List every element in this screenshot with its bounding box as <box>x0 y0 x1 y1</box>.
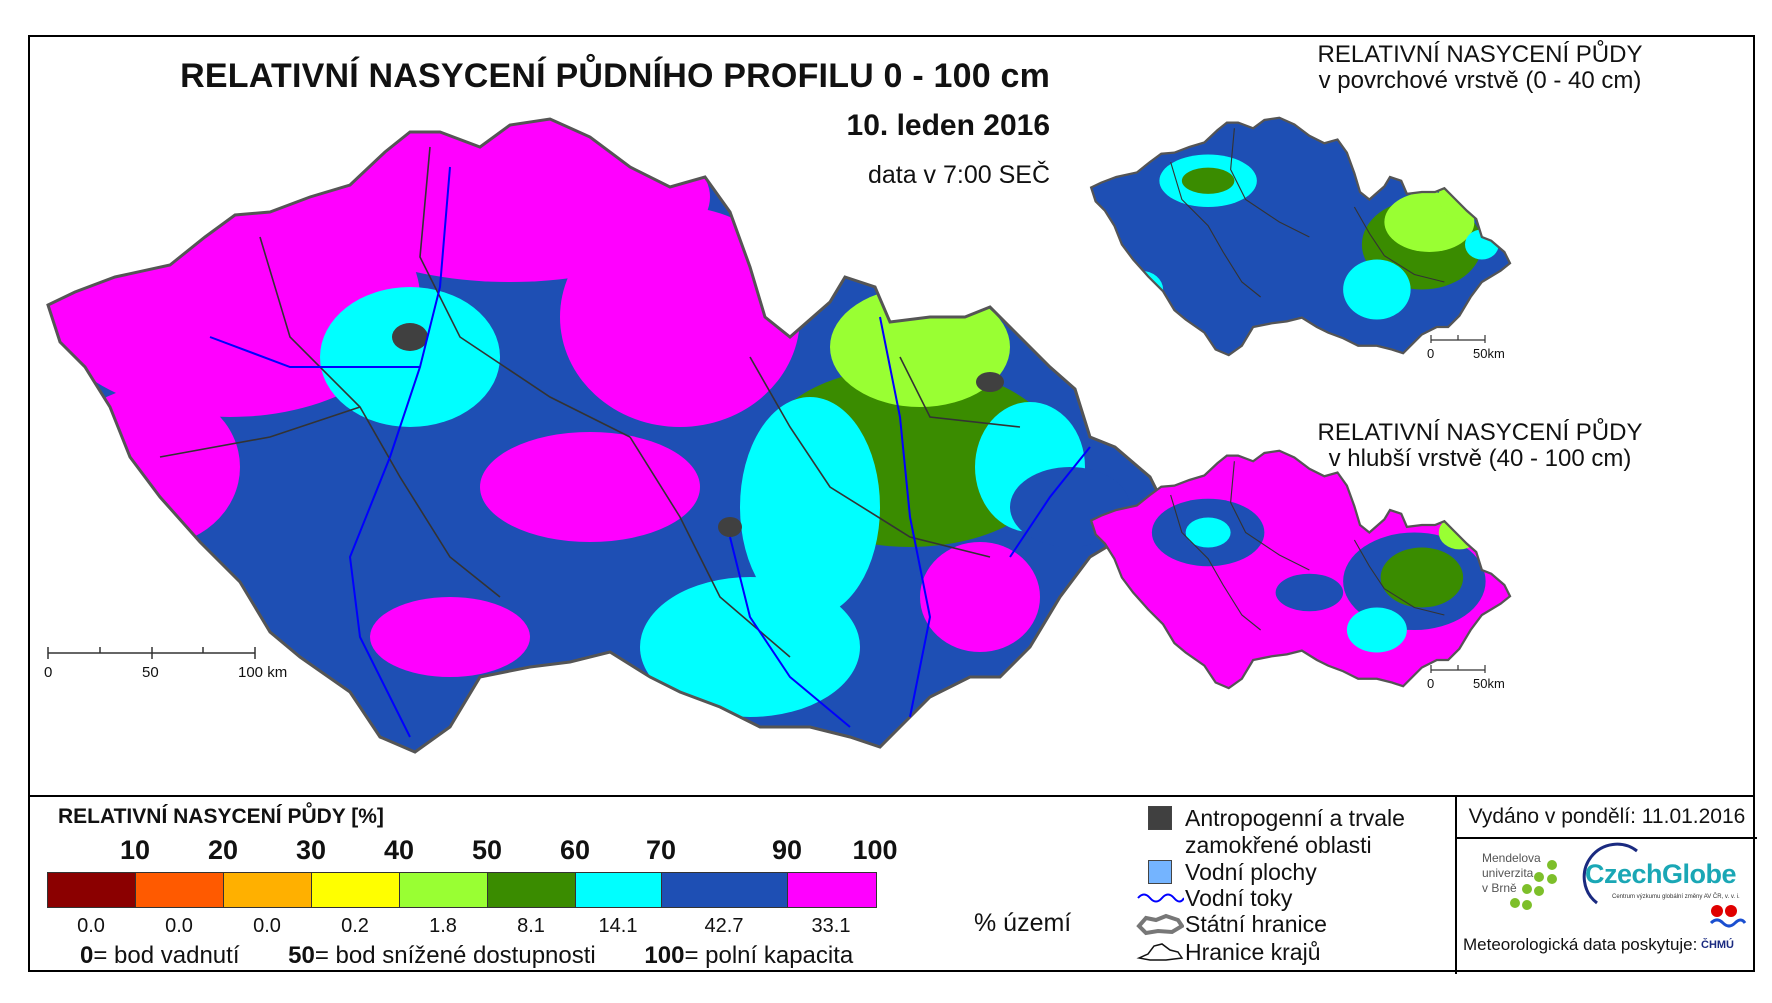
main-map-title: RELATIVNÍ NASYCENÍ PŮDNÍHO PROFILU 0 - 1… <box>180 57 1050 95</box>
czechglobe-logo-arc <box>1582 842 1638 905</box>
legend-class-swatch <box>788 873 876 907</box>
legend-class-percentage: 14.1 <box>598 915 638 937</box>
legend-percent-unit: % území <box>974 909 1072 937</box>
definition-wilting-point: 0= bod vadnutí <box>80 942 240 969</box>
legend-class-percentage: 42.7 <box>704 915 744 937</box>
legend-class-percentage: 33.1 <box>811 915 851 937</box>
definition-field-capacity: 100= polní kapacita <box>644 942 854 969</box>
water-bodies-swatch <box>1148 860 1172 884</box>
meteorological-data-credit: Meteorologická data poskytuje: <box>1463 935 1698 954</box>
legend-class-percentage: 0.0 <box>77 915 105 937</box>
czechglobe-subtitle: Centrum výzkumu globální změny AV ČR, v.… <box>1612 894 1740 900</box>
inset-title-surface-line1: RELATIVNÍ NASYCENÍ PŮDY <box>1317 41 1643 68</box>
map-panel: 0 50 100 km RELATIVNÍ NASYCENÍ PŮDNÍHO P… <box>30 37 1755 795</box>
river-line-icon <box>1137 893 1184 903</box>
legend-tick-label: 40 <box>383 835 415 865</box>
legend-class-percentage: 0.0 <box>253 915 281 937</box>
legend-tick-label: 30 <box>295 835 327 865</box>
inset-surface-scale-bar: 0 50km <box>1427 335 1505 361</box>
legend-tick-label: 60 <box>559 835 591 865</box>
legend-region-border-label: Hranice krajů <box>1185 939 1321 965</box>
logos-area: Mendelova univerzita v Brně CzechGlobe <box>1457 839 1757 974</box>
chmu-logo-text: ČHMÚ <box>1701 939 1734 951</box>
symbol-legend: Antropogenní a trvale zamokřené oblasti … <box>1135 797 1455 974</box>
inset-map-deep <box>1090 449 1512 690</box>
legend-water-bodies-label: Vodní plochy <box>1185 859 1317 885</box>
scale-label-end: 100 km <box>238 664 287 681</box>
legend-water-bodies: Vodní plochy <box>1135 859 1317 886</box>
credits-panel: Vydáno v pondělí: 11.01.2016 Mendelova u… <box>1455 797 1757 974</box>
inset-title-deep-line1: RELATIVNÍ NASYCENÍ PŮDY <box>1317 419 1643 446</box>
legend-rivers: Vodní toky <box>1135 885 1292 912</box>
legend-class-swatch <box>48 873 136 907</box>
map-date: 10. leden 2016 <box>846 109 1050 142</box>
inset-deep-scale-end: 50km <box>1473 676 1505 691</box>
legend-class-percentage: 0.2 <box>341 915 369 937</box>
inset-surface-scale-end: 50km <box>1473 346 1505 361</box>
issued-date: Vydáno v pondělí: 11.01.2016 <box>1457 797 1757 839</box>
legend-tick-label: 70 <box>645 835 677 865</box>
anthropogenic-swatch <box>1148 806 1172 830</box>
legend-class-swatch <box>662 873 788 907</box>
legend-region-border: Hranice krajů <box>1135 939 1321 966</box>
legend-area: RELATIVNÍ NASYCENÍ PŮDY [%] % území 0= b… <box>30 795 1757 974</box>
legend-class-swatch <box>400 873 488 907</box>
inset-deep-scale-zero: 0 <box>1427 676 1434 691</box>
legend-state-border: Státní hranice <box>1135 911 1327 938</box>
legend-class-percentage: 8.1 <box>517 915 545 937</box>
legend-tick-label: 100 <box>852 835 898 865</box>
czechglobe-logo: CzechGlobe <box>1585 859 1737 889</box>
mendel-university-logo-text: Mendelova univerzita v Brně <box>1482 851 1541 895</box>
legend-tick-label: 90 <box>771 835 803 865</box>
data-time: data v 7:00 SEČ <box>867 161 1050 189</box>
legend-class-percentage: 1.8 <box>429 915 457 937</box>
legend-rivers-label: Vodní toky <box>1185 885 1293 911</box>
legend-class-swatch <box>312 873 400 907</box>
legend-tick-label: 10 <box>119 835 151 865</box>
inset-deep-scale-bar: 0 50km <box>1427 665 1505 691</box>
chmu-logo-icon <box>1709 905 1747 928</box>
legend-class-swatch <box>488 873 576 907</box>
scale-label-mid: 50 <box>142 664 159 681</box>
scale-label-zero: 0 <box>44 664 52 681</box>
inset-title-surface-line2: v povrchové vrstvě (0 - 40 cm) <box>1318 67 1642 94</box>
legend-class-swatch <box>576 873 662 907</box>
inset-map-surface <box>1090 116 1512 357</box>
main-scale-bar: 0 50 100 km <box>44 647 287 681</box>
inset-surface-scale-zero: 0 <box>1427 346 1434 361</box>
legend-anthropogenic-line2: zamokřené oblasti <box>1185 832 1372 858</box>
legend-colorbar <box>47 872 877 908</box>
main-map: 0 50 100 km <box>44 117 1167 754</box>
inset-title-deep-line2: v hlubší vrstvě (40 - 100 cm) <box>1328 445 1632 472</box>
inset-title-deep: RELATIVNÍ NASYCENÍ PŮDY v hlubší vrstvě … <box>1220 420 1740 472</box>
legend-title: RELATIVNÍ NASYCENÍ PŮDY [%] <box>58 805 384 828</box>
legend-tick-label: 20 <box>207 835 239 865</box>
legend-class-swatch <box>136 873 224 907</box>
legend-class-percentage: 0.0 <box>165 915 193 937</box>
mendel-university-logo-dots <box>1510 860 1557 910</box>
legend-class-swatch <box>224 873 312 907</box>
figure-frame: 0 50 100 km RELATIVNÍ NASYCENÍ PŮDNÍHO P… <box>28 35 1757 974</box>
definition-reduced-availability: 50= bod snížené dostupnosti <box>288 942 596 969</box>
legend-state-border-label: Státní hranice <box>1185 911 1327 937</box>
region-border-icon <box>1136 943 1184 961</box>
legend-anthropogenic-line1: Antropogenní a trvale <box>1185 805 1405 831</box>
legend-definitions: 0= bod vadnutí 50= bod snížené dostupnos… <box>80 942 895 970</box>
legend-tick-label: 50 <box>471 835 503 865</box>
state-border-icon <box>1136 913 1184 936</box>
legend-anthropogenic: Antropogenní a trvale zamokřené oblasti <box>1135 805 1405 859</box>
inset-title-surface: RELATIVNÍ NASYCENÍ PŮDY v povrchové vrst… <box>1220 42 1740 94</box>
